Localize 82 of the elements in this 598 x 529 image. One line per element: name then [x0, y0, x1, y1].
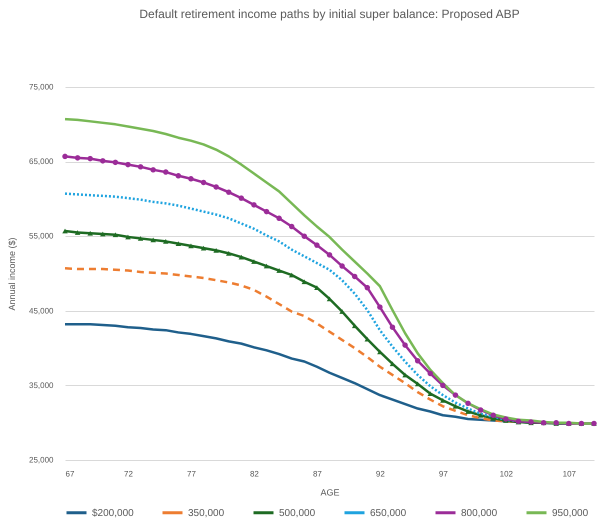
point — [125, 162, 131, 168]
point — [138, 164, 144, 170]
point — [326, 252, 332, 258]
point — [112, 232, 118, 238]
chart-title: Default retirement income paths by initial super balance: Proposed ABP — [139, 7, 520, 21]
point — [264, 264, 270, 268]
point — [112, 160, 118, 166]
point — [87, 230, 93, 236]
point — [150, 238, 156, 242]
point — [238, 254, 244, 260]
point — [478, 412, 484, 418]
point — [377, 304, 383, 310]
point — [150, 167, 156, 173]
x-tick-label: 82 — [250, 470, 260, 478]
y-tick-label: 75,000 — [29, 82, 54, 92]
point — [428, 370, 433, 376]
point — [62, 228, 68, 234]
x-tick-label: 92 — [376, 470, 386, 478]
point — [176, 173, 182, 179]
point — [138, 236, 144, 241]
point — [200, 180, 206, 186]
legend-label: 350,000 — [188, 508, 225, 519]
point — [62, 154, 68, 160]
point — [364, 284, 370, 290]
point — [125, 234, 131, 240]
point — [163, 239, 168, 244]
x-tick-label: 87 — [312, 470, 322, 478]
point — [465, 400, 471, 406]
point — [188, 244, 194, 248]
point — [100, 232, 106, 236]
point — [200, 246, 206, 251]
point — [302, 279, 308, 284]
point — [402, 342, 408, 348]
y-tick-label: 65,000 — [29, 157, 54, 166]
legend-label: 650,000 — [370, 508, 407, 519]
point — [87, 156, 93, 162]
point — [414, 358, 420, 364]
point — [440, 398, 446, 403]
legend-label: 500,000 — [279, 508, 316, 519]
point — [163, 169, 168, 175]
x-tick-label: 77 — [187, 470, 196, 478]
point — [314, 242, 320, 248]
x-tick-label: 107 — [562, 470, 577, 478]
point — [213, 248, 219, 253]
point — [302, 233, 308, 239]
point — [452, 392, 458, 398]
point — [440, 382, 446, 388]
point — [226, 189, 232, 195]
point — [251, 259, 257, 264]
point — [465, 409, 471, 414]
point — [238, 195, 244, 201]
point — [452, 404, 458, 409]
legend-label: 950,000 — [552, 508, 589, 519]
point — [251, 202, 257, 208]
point — [276, 216, 282, 222]
point — [213, 184, 219, 190]
legend-label: $200,000 — [92, 508, 134, 519]
point — [74, 230, 80, 235]
point — [339, 263, 345, 269]
point — [188, 176, 194, 182]
point — [276, 268, 282, 273]
y-tick-label: 55,000 — [29, 232, 54, 241]
point — [490, 412, 496, 418]
point — [288, 224, 294, 230]
y-tick-label: 45,000 — [29, 306, 54, 316]
point — [176, 241, 182, 246]
point — [264, 208, 270, 214]
y-tick-label: 25,000 — [29, 456, 54, 464]
point — [100, 158, 106, 164]
x-tick-label: 72 — [124, 470, 134, 478]
x-tick-label: 97 — [438, 470, 448, 478]
point — [288, 272, 294, 278]
point — [74, 155, 80, 161]
x-axis-title: AGE — [320, 488, 340, 498]
x-tick-label: 67 — [66, 470, 75, 478]
point — [352, 274, 358, 280]
y-tick-label: 35,000 — [29, 380, 54, 390]
point — [478, 407, 484, 413]
y-axis-title: Annual income ($) — [7, 237, 18, 311]
legend-label: 800,000 — [461, 508, 498, 519]
x-tick-label: 102 — [500, 470, 514, 478]
point — [390, 324, 396, 330]
